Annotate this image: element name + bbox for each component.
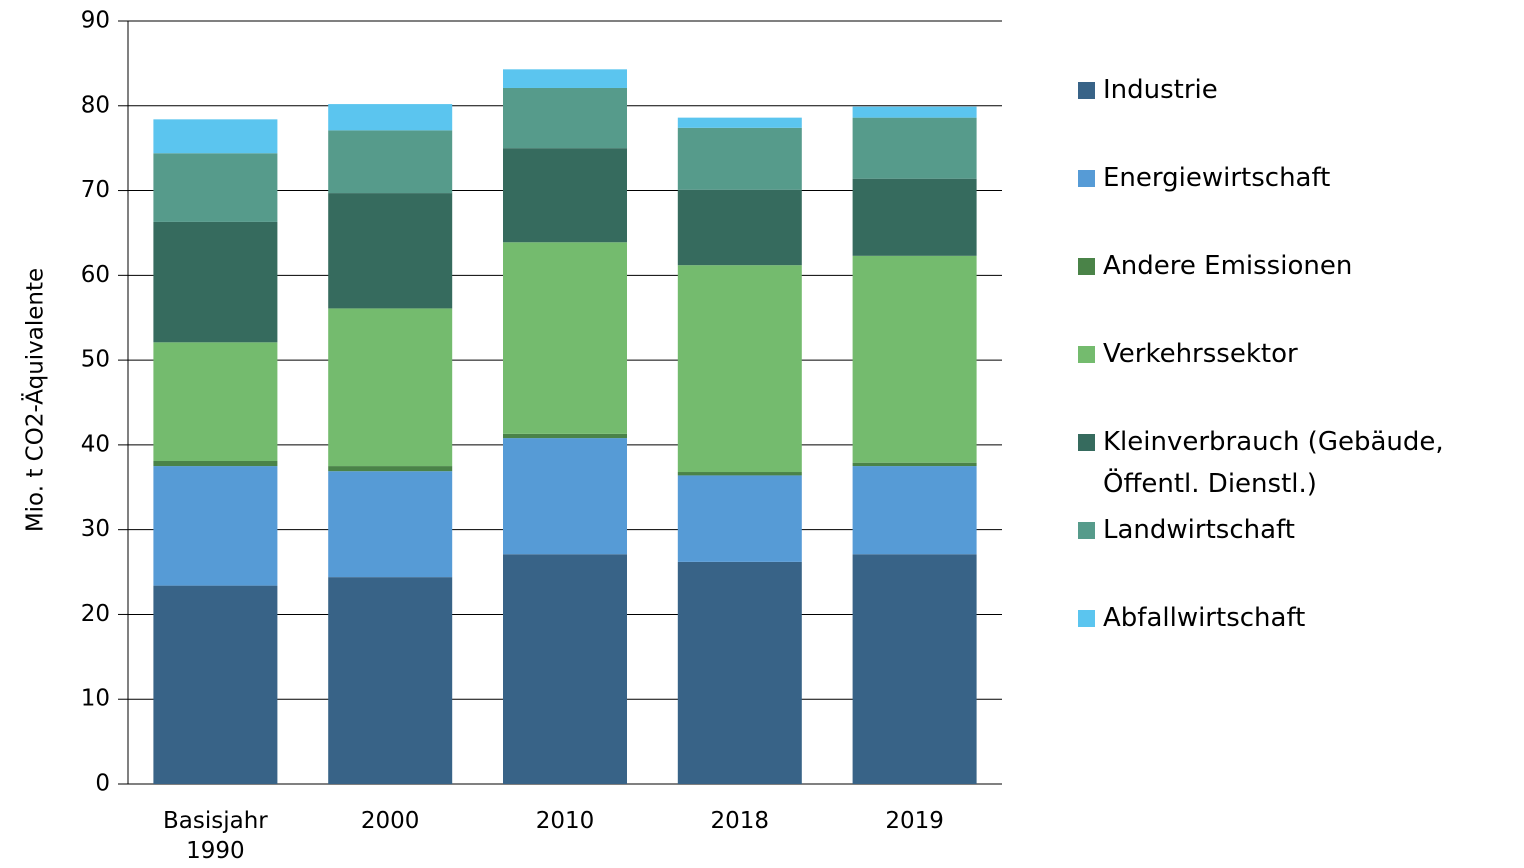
y-tick-label: 80 xyxy=(81,92,110,118)
legend-item: Industrie xyxy=(1076,69,1516,111)
legend-swatch xyxy=(1078,258,1095,275)
legend-swatch xyxy=(1078,522,1095,539)
bar-segment xyxy=(328,104,453,131)
bar-segment xyxy=(677,561,802,784)
bar-segment xyxy=(153,221,278,343)
legend-label: Abfallwirtschaft xyxy=(1103,603,1306,633)
x-tick-label: 2010 xyxy=(535,808,595,834)
bar-segment xyxy=(852,255,977,463)
bar-segment xyxy=(503,242,627,434)
bar-segment xyxy=(852,117,977,179)
bar-segment xyxy=(852,106,977,118)
bar-segment xyxy=(677,127,802,190)
y-tick-label: 90 xyxy=(81,8,110,34)
bar-segment xyxy=(852,462,977,467)
bar-segment xyxy=(328,130,453,194)
bar-segment xyxy=(328,308,453,467)
bar-segment xyxy=(328,577,453,784)
bar-segment xyxy=(503,69,627,88)
legend-item: Kleinverbrauch (Gebäude, Öffentl. Dienst… xyxy=(1076,421,1516,505)
bar-segment xyxy=(503,148,627,243)
bar-segment xyxy=(677,265,802,473)
bar-segment xyxy=(328,193,453,309)
bar-segment xyxy=(852,178,977,256)
y-tick-label: 70 xyxy=(81,177,110,203)
x-tick-label: 2019 xyxy=(885,808,944,834)
legend-swatch xyxy=(1078,434,1095,451)
legend-label: Energiewirtschaft xyxy=(1103,163,1331,193)
legend-item: Abfallwirtschaft xyxy=(1076,597,1516,639)
legend-label: Verkehrssektor xyxy=(1103,339,1298,369)
bar-segment xyxy=(153,585,278,784)
legend-swatch xyxy=(1078,82,1095,99)
bar-segment xyxy=(677,117,802,128)
bar-segment xyxy=(503,433,627,439)
bar-segment xyxy=(677,472,802,476)
legend-swatch xyxy=(1078,170,1095,187)
bar-segment xyxy=(503,438,627,555)
legend-swatch xyxy=(1078,610,1095,627)
y-axis-label: Mio. t CO2-Äquivalente xyxy=(21,268,49,532)
legend-label: Kleinverbrauch (Gebäude, Öffentl. Dienst… xyxy=(1103,427,1444,499)
bar-segment xyxy=(328,471,453,578)
bar-segment xyxy=(503,87,627,149)
bar-segment xyxy=(153,466,278,586)
legend-label: Landwirtschaft xyxy=(1103,515,1295,545)
bar-segment xyxy=(153,153,278,222)
bar-segment xyxy=(852,466,977,555)
x-tick-label: Basisjahr 1990 xyxy=(163,808,268,864)
x-tick-label: 2000 xyxy=(360,808,420,834)
bar-segment xyxy=(852,554,977,784)
bar-segment xyxy=(677,189,802,266)
legend-label: Andere Emissionen xyxy=(1103,251,1353,281)
y-tick-label: 60 xyxy=(81,262,110,288)
legend-label: Industrie xyxy=(1103,75,1218,105)
legend-item: Verkehrssektor xyxy=(1076,333,1516,375)
y-tick-label: 20 xyxy=(81,601,110,627)
y-tick-label: 10 xyxy=(81,686,110,712)
legend-item: Landwirtschaft xyxy=(1076,509,1516,551)
x-tick-label: 2018 xyxy=(710,808,770,834)
y-tick-label: 0 xyxy=(95,771,110,797)
bar-segment xyxy=(328,466,453,472)
bar-segment xyxy=(153,460,278,467)
y-tick-label: 30 xyxy=(81,516,110,542)
legend-swatch xyxy=(1078,346,1095,363)
y-tick-label: 40 xyxy=(81,431,110,457)
bar-segment xyxy=(677,475,802,562)
bar-segment xyxy=(153,342,278,461)
bar-segment xyxy=(153,119,278,154)
legend-item: Andere Emissionen xyxy=(1076,245,1516,287)
legend-item: Energiewirtschaft xyxy=(1076,157,1516,199)
y-tick-label: 50 xyxy=(81,347,110,373)
bar-segment xyxy=(503,554,627,784)
